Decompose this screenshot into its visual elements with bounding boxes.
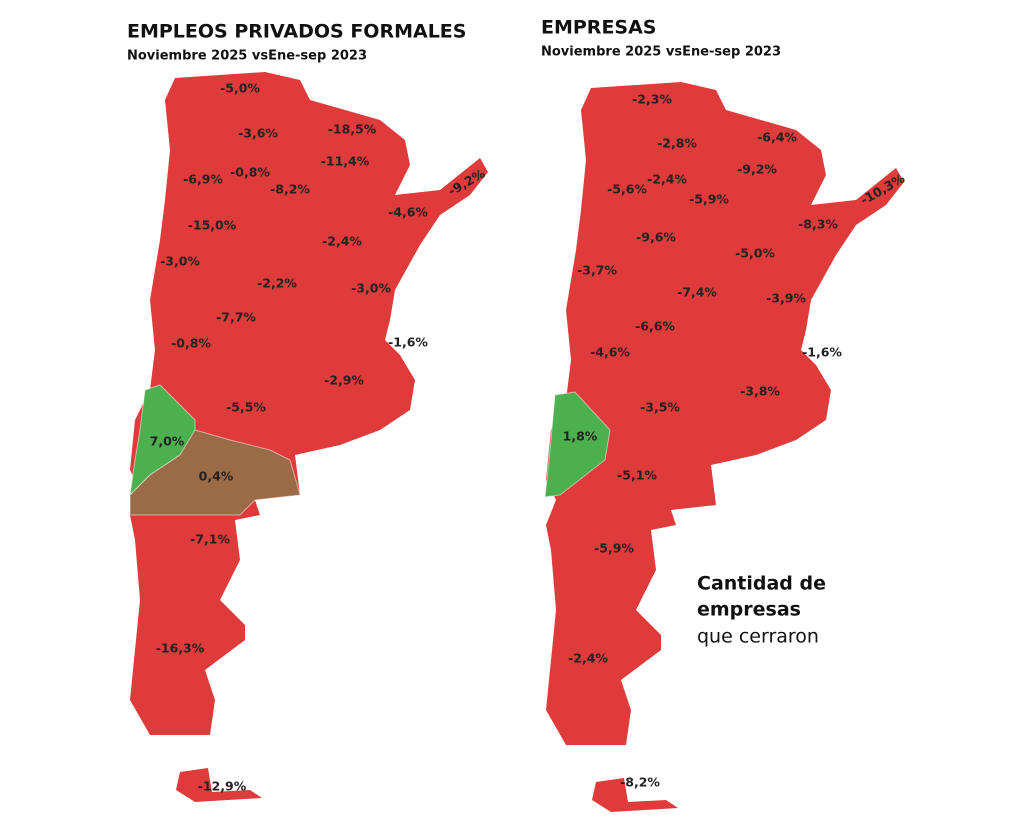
region-label: -1,6% (388, 335, 428, 350)
region-label: -8,3% (798, 217, 838, 232)
region-label: -1,6% (802, 345, 842, 360)
region-label: -6,4% (757, 130, 797, 145)
region-label: -2,3% (632, 92, 672, 107)
note-text: Cantidad de (697, 573, 826, 595)
region-label: -0,8% (230, 165, 270, 180)
region-label: -2,8% (657, 136, 697, 151)
region-label: -6,6% (635, 319, 675, 334)
region-label: -18,5% (328, 122, 377, 137)
region-label: -16,3% (156, 641, 205, 656)
map-title: EMPRESAS (541, 17, 657, 39)
province-shape (544, 391, 611, 498)
map-subtitle: Noviembre 2025 vsEne-sep 2023 (541, 45, 781, 60)
region-label: -4,6% (590, 345, 630, 360)
region-label: -5,6% (607, 182, 647, 197)
region-label: -8,2% (620, 775, 660, 790)
region-label: -7,7% (216, 310, 256, 325)
region-label: -3,6% (238, 126, 278, 141)
region-label: -3,5% (640, 400, 680, 415)
map-subtitle: Noviembre 2025 vsEne-sep 2023 (127, 49, 367, 64)
region-label: -3,9% (766, 291, 806, 306)
region-label: -12,9% (198, 779, 247, 794)
region-label: -3,7% (577, 263, 617, 278)
map: EMPRESAS Noviembre 2025 vsEne-sep 2023 -… (541, 17, 908, 812)
region-label: -2,4% (568, 651, 608, 666)
province-shape (129, 429, 301, 516)
region-label: -2,4% (647, 172, 687, 187)
region-label: -7,4% (677, 285, 717, 300)
region-label: -8,2% (270, 182, 310, 197)
region-label: 0,4% (199, 469, 234, 484)
region-label: -2,4% (322, 234, 362, 249)
region-label: 7,0% (150, 434, 185, 449)
region-label: -9,6% (636, 230, 676, 245)
region-label: -3,8% (740, 384, 780, 399)
region-label: -5,5% (226, 400, 266, 415)
map-title: EMPLEOS PRIVADOS FORMALES (127, 21, 466, 43)
region-label: -0,8% (171, 336, 211, 351)
region-label: 1,8% (563, 429, 598, 444)
region-label: -15,0% (188, 218, 237, 233)
region-label: -5,0% (735, 246, 775, 261)
region-label: -2,9% (324, 373, 364, 388)
region-label: -11,4% (321, 154, 370, 169)
region-label: -3,0% (351, 281, 391, 296)
region-label: -5,9% (594, 541, 634, 556)
note-text: que cerraron (697, 626, 819, 648)
region-label: -3,0% (160, 254, 200, 269)
region-label: -5,1% (617, 468, 657, 483)
note-text: empresas (697, 599, 801, 621)
region-label: -5,9% (689, 192, 729, 207)
region-label: -5,0% (220, 81, 260, 96)
region-label: -7,1% (190, 532, 230, 547)
map: EMPLEOS PRIVADOS FORMALES Noviembre 2025… (127, 21, 488, 802)
region-label: -4,6% (388, 205, 428, 220)
region-label: -9,2% (737, 162, 777, 177)
region-label: -6,9% (183, 172, 223, 187)
region-label: -2,2% (257, 276, 297, 291)
